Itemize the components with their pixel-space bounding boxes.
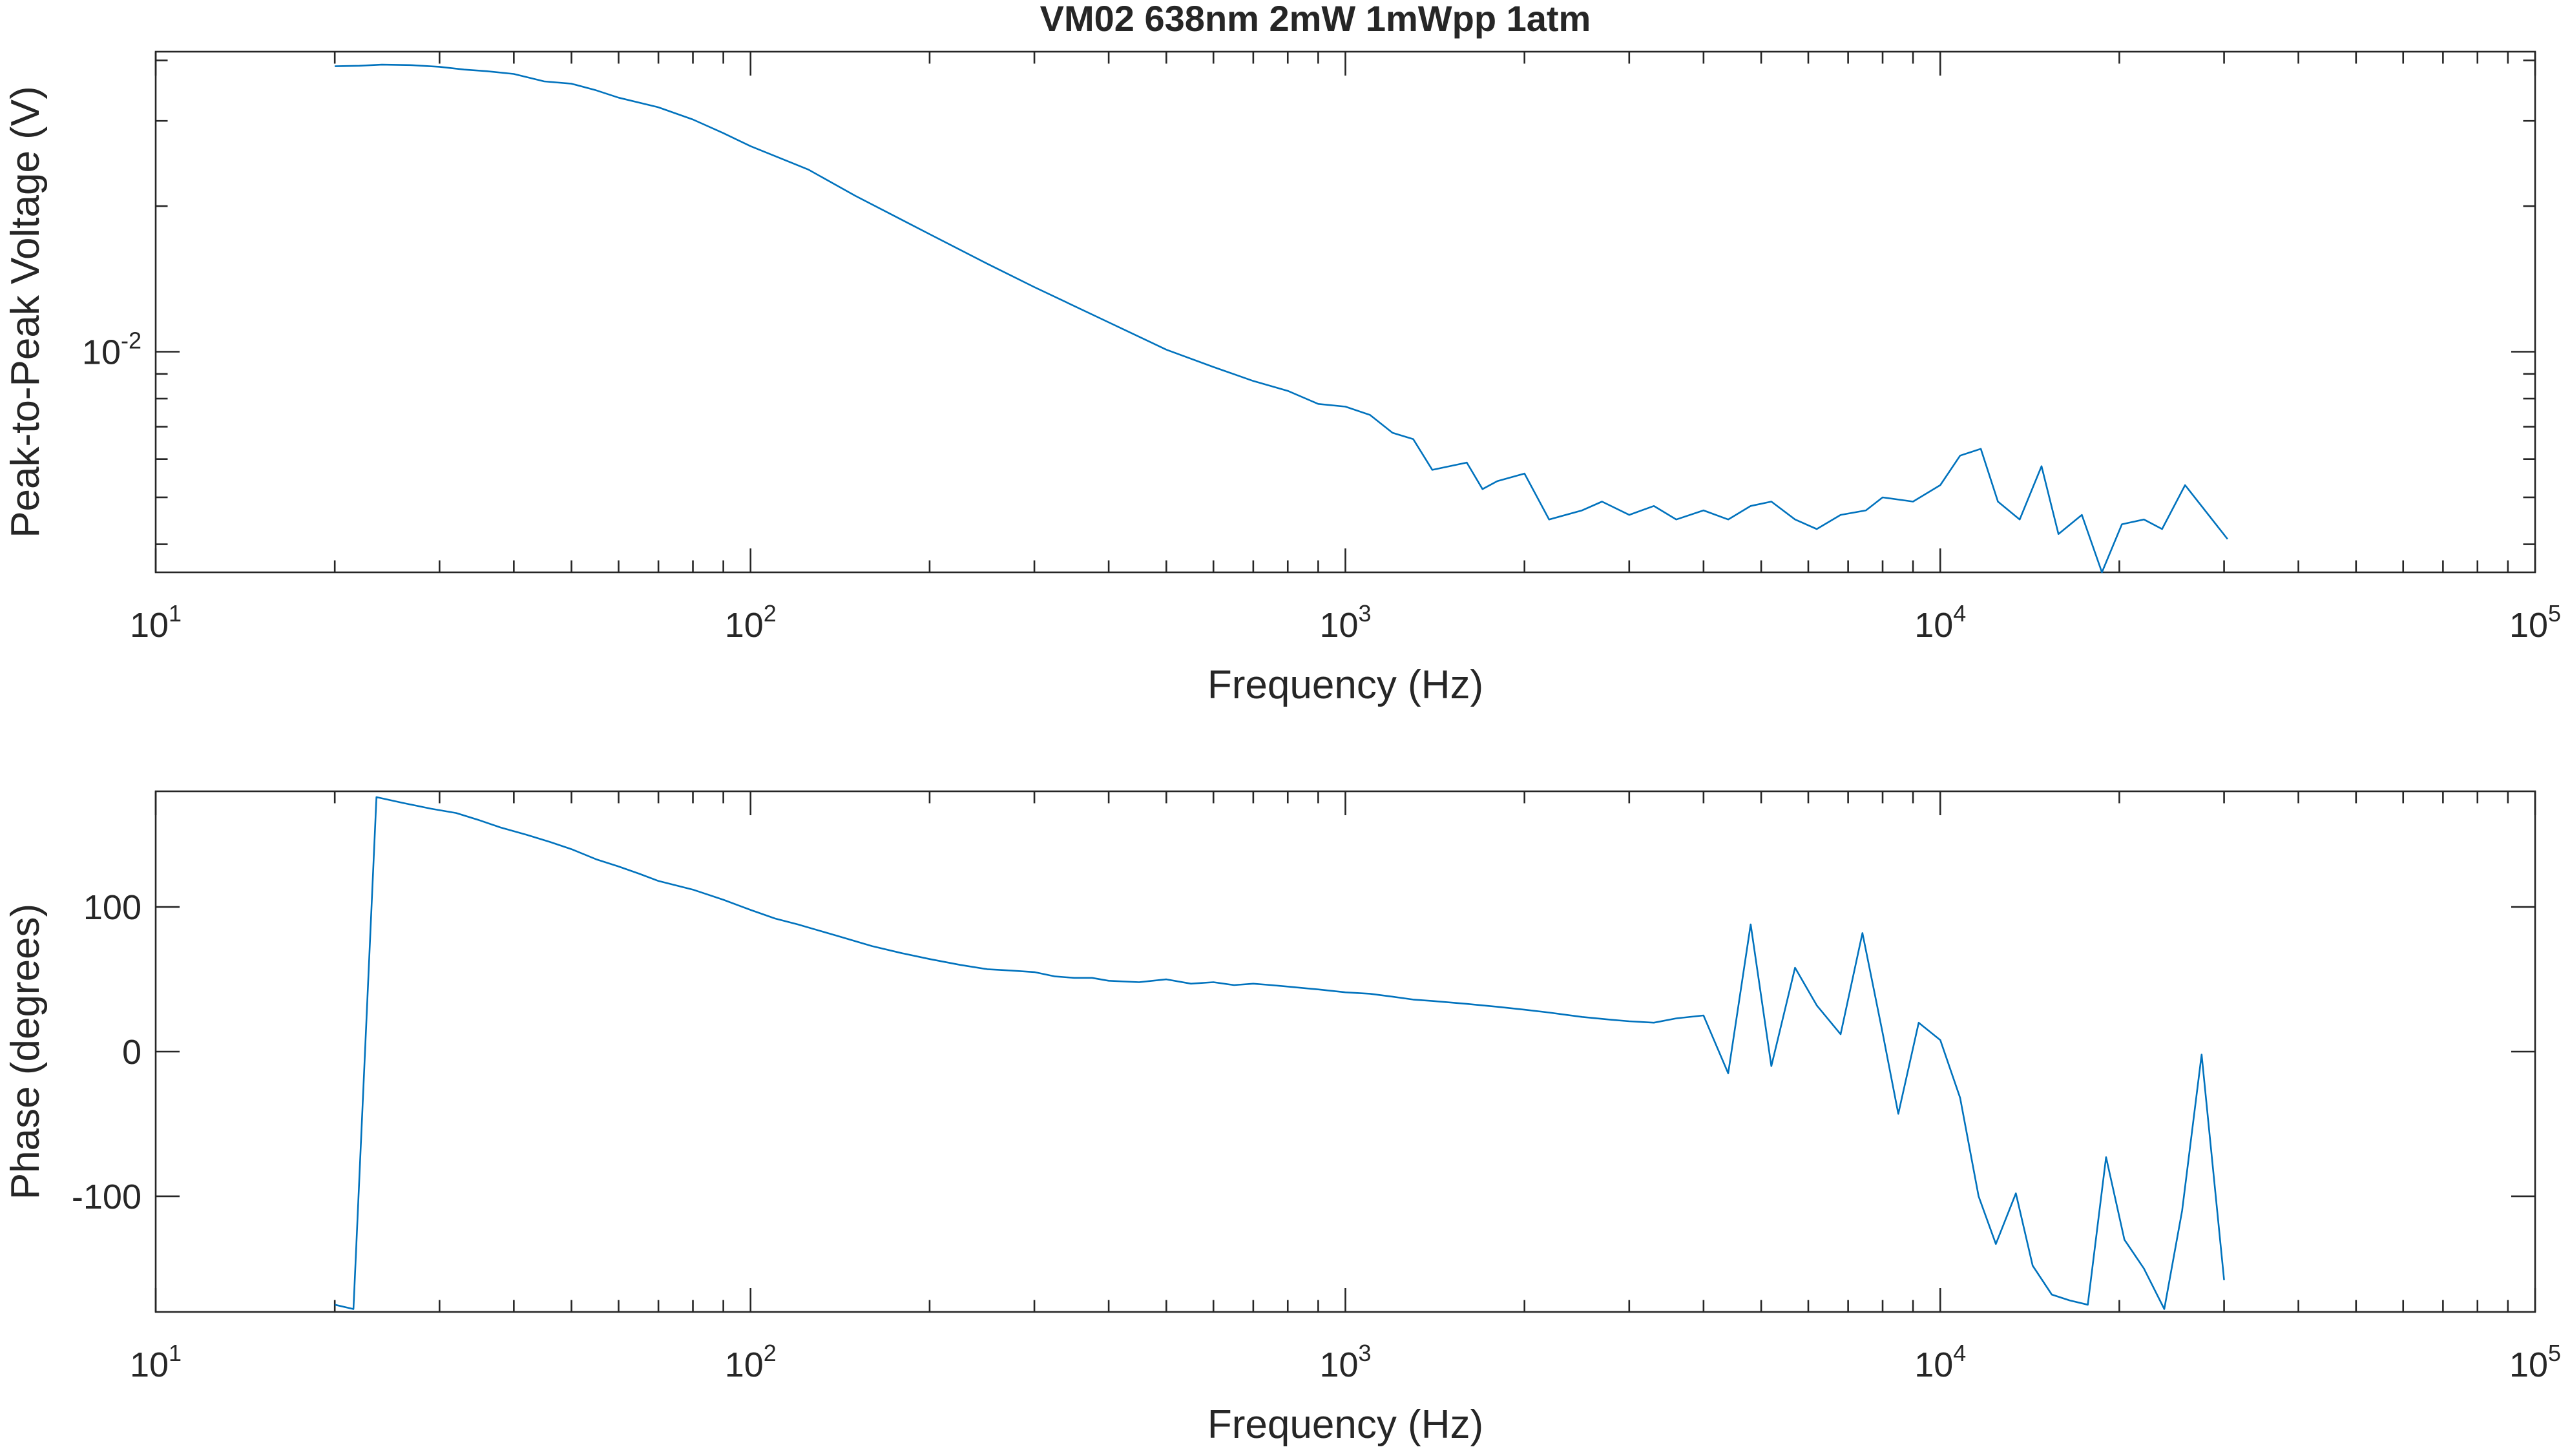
voltage-axes: 101 102 103 104 105 10-2 Frequency (Hz) Peak-to… bbox=[3, 50, 2561, 707]
phase-y-tick-label: -100 bbox=[72, 1178, 141, 1216]
voltage-x-tick-label: 102 bbox=[725, 600, 777, 645]
phase-x-tick-label: 103 bbox=[1319, 1340, 1371, 1384]
phase-series-line bbox=[334, 796, 2225, 1310]
voltage-x-tick-label: 105 bbox=[2509, 600, 2561, 645]
phase-axes: 101 102 103 104 105 -100 0 100 Frequency (Hz) Pha… bbox=[3, 790, 2561, 1447]
voltage-y-tick-label: 10-2 bbox=[82, 327, 141, 371]
voltage-x-tick-label: 103 bbox=[1319, 600, 1371, 645]
phase-x-tick-label: 104 bbox=[1914, 1340, 1966, 1384]
figure-title: VM02 638nm 2mW 1mWpp 1atm bbox=[1040, 0, 1591, 39]
phase-y-tick-label: 0 bbox=[122, 1033, 141, 1072]
phase-x-tick-label: 102 bbox=[725, 1340, 777, 1384]
voltage-series-line bbox=[335, 63, 2228, 574]
voltage-axes-box bbox=[154, 50, 2536, 574]
phase-x-axis-label: Frequency (Hz) bbox=[1207, 1402, 1483, 1447]
phase-x-tick-label: 105 bbox=[2509, 1340, 2561, 1384]
voltage-x-tick-label: 104 bbox=[1914, 600, 1966, 645]
voltage-x-tick-label: 101 bbox=[130, 600, 182, 645]
phase-x-tick-label: 101 bbox=[130, 1340, 182, 1384]
phase-y-tick-label: 100 bbox=[83, 888, 141, 927]
phase-axes-box bbox=[154, 790, 2536, 1313]
voltage-x-axis-label: Frequency (Hz) bbox=[1207, 663, 1483, 707]
voltage-y-axis-label: Peak-to-Peak Voltage (V) bbox=[3, 86, 48, 538]
phase-y-axis-label: Phase (degrees) bbox=[3, 904, 48, 1200]
